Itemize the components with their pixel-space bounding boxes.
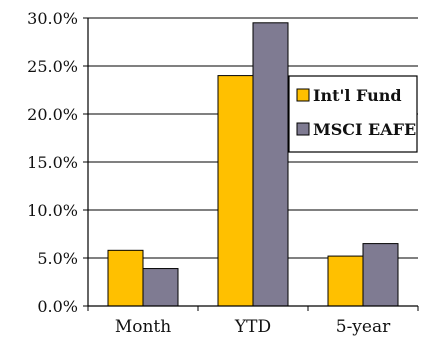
y-tick-label: 20.0% <box>27 105 78 124</box>
x-category-label: YTD <box>234 317 271 337</box>
legend-box <box>288 75 418 153</box>
y-tick-label: 10.0% <box>27 201 78 220</box>
bars <box>107 22 399 307</box>
y-tick-label: 0.0% <box>37 297 78 316</box>
x-category-label: Month <box>115 317 171 337</box>
y-axis-tick-labels: 0.0% 5.0% 10.0% 15.0% 20.0% 25.0% 30.0% <box>27 9 78 316</box>
y-tick-label: 5.0% <box>37 249 78 268</box>
legend: Int'l Fund MSCI EAFE <box>288 75 418 153</box>
y-tick-label: 15.0% <box>27 153 78 172</box>
axes <box>83 17 419 311</box>
bar-msci-eafe-ytd <box>252 22 289 307</box>
legend-label: MSCI EAFE <box>313 120 416 139</box>
bar-msci-eafe-month <box>142 268 179 307</box>
x-axis-category-labels: Month YTD 5-year <box>115 317 391 337</box>
legend-label: Int'l Fund <box>313 86 402 105</box>
legend-swatch <box>296 122 310 136</box>
bar-msci-eafe-5-year <box>362 243 399 307</box>
bar-int-l-fund-5-year <box>327 255 364 307</box>
legend-swatch <box>296 88 310 102</box>
bar-int-l-fund-month <box>107 249 144 307</box>
y-tick-label: 30.0% <box>27 9 78 28</box>
y-tick-label: 25.0% <box>27 57 78 76</box>
bar-int-l-fund-ytd <box>217 75 254 307</box>
x-category-label: 5-year <box>336 317 391 337</box>
